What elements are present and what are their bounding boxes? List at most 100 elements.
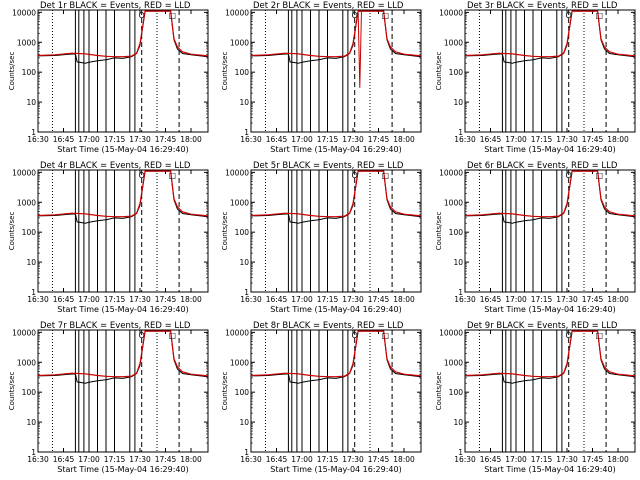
x-tick-label: 18:00 [180, 295, 202, 304]
y-tick-label: 10000 [225, 328, 249, 337]
x-tick-label: 17:15 [317, 295, 339, 304]
y-axis-label: Counts/sec [435, 372, 443, 411]
y-tick-label: 1 [244, 288, 249, 297]
x-tick-label: 17:15 [531, 455, 553, 464]
lld-series-line [37, 330, 209, 378]
y-tick-label: 10 [453, 258, 463, 267]
y-tick-label: 1000 [17, 38, 36, 47]
marker-symbol: O [139, 171, 145, 180]
y-tick-label: 10 [453, 98, 463, 107]
chart-panel: Det 3r BLACK = Events, RED = LLD 1 10 100 10… [435, 1, 636, 154]
y-axis-label: Counts/sec [221, 52, 229, 91]
marker-symbol: □ [169, 331, 177, 340]
x-tick-label: 16:30 [240, 135, 262, 144]
plot-frame [250, 329, 422, 453]
x-tick-label: 17:15 [104, 135, 126, 144]
x-tick-label: 17:15 [317, 455, 339, 464]
x-tick-label: 17:30 [129, 135, 151, 144]
x-axis-label: Start Time (15-May-04 16:29:40) [57, 145, 188, 154]
y-tick-label: 10000 [12, 168, 36, 177]
y-tick-label: 10 [453, 418, 463, 427]
y-tick-label: 10000 [12, 8, 36, 17]
events-series-line [464, 330, 636, 384]
y-tick-label: 10 [239, 418, 249, 427]
lld-series-line [464, 10, 636, 58]
x-tick-label: 17:00 [78, 455, 100, 464]
x-tick-label: 17:00 [291, 135, 313, 144]
chart-title: Det 2r BLACK = Events, RED = LLD [253, 1, 404, 11]
events-series-line [250, 170, 422, 224]
plot-frame [464, 9, 636, 133]
y-tick-label: 1000 [17, 198, 36, 207]
events-series-line [464, 170, 636, 224]
x-tick-label: 17:15 [531, 295, 553, 304]
y-tick-label: 1000 [230, 38, 249, 47]
y-tick-label: 10000 [12, 328, 36, 337]
y-tick-label: 1000 [230, 358, 249, 367]
x-tick-label: 16:45 [266, 135, 288, 144]
x-tick-label: 17:00 [505, 295, 527, 304]
x-tick-label: 17:45 [368, 135, 390, 144]
y-axis-label: Counts/sec [435, 212, 443, 251]
x-tick-label: 17:15 [317, 135, 339, 144]
y-tick-label: 100 [22, 228, 37, 237]
x-tick-label: 17:30 [556, 135, 578, 144]
marker-symbol: □ [596, 331, 604, 340]
y-tick-label: 1 [244, 448, 249, 457]
chart-title: Det 7r BLACK = Events, RED = LLD [40, 321, 191, 331]
x-tick-label: 17:30 [342, 135, 364, 144]
y-tick-label: 100 [22, 68, 37, 77]
x-tick-label: 16:45 [53, 295, 75, 304]
y-tick-label: 1000 [230, 198, 249, 207]
x-tick-label: 17:00 [291, 295, 313, 304]
x-tick-label: 17:15 [531, 135, 553, 144]
x-tick-label: 16:30 [454, 455, 476, 464]
x-tick-label: 18:00 [607, 135, 629, 144]
marker-symbol: □ [596, 11, 604, 20]
lld-series-line [37, 10, 209, 58]
chart-title: Det 9r BLACK = Events, RED = LLD [467, 321, 618, 331]
x-tick-label: 17:00 [505, 455, 527, 464]
x-tick-label: 16:30 [454, 295, 476, 304]
events-series-line [37, 170, 209, 224]
x-tick-label: 18:00 [180, 455, 202, 464]
y-tick-label: 1 [31, 128, 36, 137]
marker-symbol: O [139, 11, 145, 20]
chart-panel: Det 8r BLACK = Events, RED = LLD 1 10 100 10… [221, 321, 422, 474]
lld-series-line [464, 170, 636, 218]
marker-symbol: O [566, 11, 572, 20]
x-axis-label: Start Time (15-May-04 16:29:40) [270, 465, 401, 474]
marker-symbol: O [352, 11, 358, 20]
x-tick-label: 16:45 [53, 135, 75, 144]
events-series-line [37, 330, 209, 384]
marker-symbol: O [352, 331, 358, 340]
marker-symbol: □ [169, 11, 177, 20]
y-tick-label: 100 [235, 68, 250, 77]
x-tick-label: 18:00 [393, 295, 415, 304]
x-tick-label: 16:30 [27, 295, 49, 304]
x-tick-label: 17:30 [556, 295, 578, 304]
y-tick-label: 1 [458, 288, 463, 297]
x-tick-label: 18:00 [393, 135, 415, 144]
x-tick-label: 16:30 [27, 455, 49, 464]
marker-symbol: O [352, 171, 358, 180]
chart-title: Det 4r BLACK = Events, RED = LLD [40, 161, 191, 171]
y-tick-label: 1 [244, 128, 249, 137]
marker-symbol: O [566, 331, 572, 340]
chart-title: Det 1r BLACK = Events, RED = LLD [40, 1, 191, 11]
y-axis-label: Counts/sec [221, 372, 229, 411]
plot-frame [250, 9, 422, 133]
x-tick-label: 18:00 [607, 455, 629, 464]
chart-panel: Det 5r BLACK = Events, RED = LLD 1 10 100 10… [221, 161, 422, 314]
x-tick-label: 17:30 [129, 455, 151, 464]
y-tick-label: 100 [449, 68, 464, 77]
x-axis-label: Start Time (15-May-04 16:29:40) [484, 465, 615, 474]
chart-panel: Det 4r BLACK = Events, RED = LLD 1 10 100 10… [8, 161, 209, 314]
y-tick-label: 10000 [225, 8, 249, 17]
x-tick-label: 18:00 [607, 295, 629, 304]
chart-title: Det 6r BLACK = Events, RED = LLD [467, 161, 618, 171]
y-axis-label: Counts/sec [8, 52, 16, 91]
chart-title: Det 5r BLACK = Events, RED = LLD [253, 161, 404, 171]
events-series-line [250, 330, 422, 384]
